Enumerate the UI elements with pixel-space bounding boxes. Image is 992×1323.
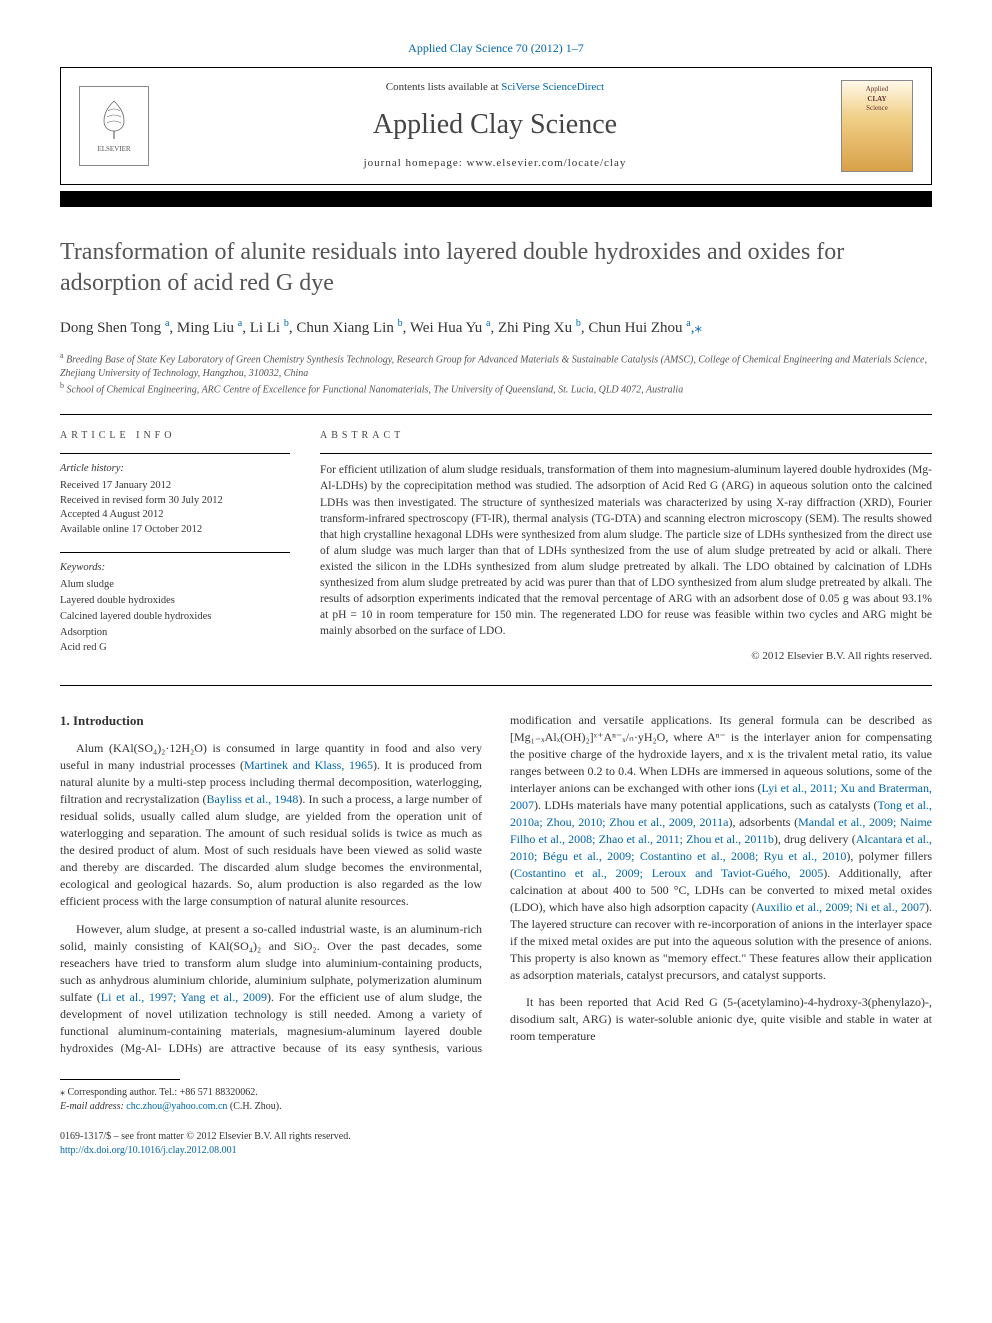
intro-heading: 1. Introduction [60,712,482,730]
keyword: Layered double hydroxides [60,593,290,609]
footer-left: 0169-1317/$ – see front matter © 2012 El… [60,1130,351,1158]
p2-text-d: ), adsorbents ( [728,815,798,829]
contents-prefix: Contents lists available at [386,81,501,93]
keyword: Adsorption [60,625,290,641]
journal-title: Applied Clay Science [149,105,841,144]
affiliation-a: a Breeding Base of State Key Laboratory … [60,351,932,380]
body-columns: 1. Introduction Alum (KAl(SO₄)₂·12H₂O) i… [60,712,932,1057]
article-history: Article history: Received 17 January 201… [60,462,290,537]
abstract-text: For efficient utilization of alum sludge… [320,462,932,639]
homepage-prefix: journal homepage: [364,157,467,169]
keywords-label: Keywords: [60,561,290,576]
author: Chun Xiang Lin b [296,320,402,336]
author: Li Li b [250,320,289,336]
corr-author-line: ⁎ Corresponding author. Tel.: +86 571 88… [60,1086,932,1100]
abstract-heading: abstract [320,429,932,443]
issn-copyright: 0169-1317/$ – see front matter © 2012 El… [60,1130,351,1144]
corr-label: ⁎ Corresponding author. Tel.: [60,1087,180,1098]
sciencedirect-link[interactable]: SciVerse ScienceDirect [501,81,604,93]
history-online: Available online 17 October 2012 [60,523,290,538]
intro-para-3: It has been reported that Acid Red G (5-… [510,994,932,1045]
homepage-url: www.elsevier.com/locate/clay [467,157,627,169]
article-title: Transformation of alunite residuals into… [60,237,932,299]
p1-text-c: ). In such a process, a large number of … [60,792,482,908]
author: Wei Hua Yu a [410,320,491,336]
doi-link[interactable]: http://dx.doi.org/10.1016/j.clay.2012.08… [60,1144,351,1158]
header-divider-bar [60,191,932,207]
publisher-label: ELSEVIER [97,145,130,155]
header-center: Contents lists available at SciVerse Sci… [149,80,841,172]
affiliation-b: b School of Chemical Engineering, ARC Ce… [60,381,932,397]
contents-line: Contents lists available at SciVerse Sci… [149,80,841,95]
cover-text-1: Applied [866,85,889,95]
cover-text-2: CLAY [867,95,886,105]
citation-link[interactable]: Auxilio et al., 2009; Ni et al., 2007 [756,900,925,914]
keyword: Calcined layered double hydroxides [60,609,290,625]
affiliations: a Breeding Base of State Key Laboratory … [60,351,932,396]
keywords-block: Keywords: Alum sludgeLayered double hydr… [60,561,290,656]
p2-text-e: ), drug delivery ( [774,832,856,846]
abstract-copyright: © 2012 Elsevier B.V. All rights reserved… [320,649,932,664]
article-info-block: article info Article history: Received 1… [60,429,290,664]
elsevier-tree-icon [94,97,134,143]
elsevier-logo: ELSEVIER [79,86,149,166]
footer-separator [60,1079,180,1080]
email-line: E-mail address: chc.zhou@yahoo.com.cn (C… [60,1100,932,1114]
author: Zhi Ping Xu b [498,320,581,336]
history-revised: Received in revised form 30 July 2012 [60,494,290,509]
affiliation-b-text: School of Chemical Engineering, ARC Cent… [67,384,684,395]
journal-reference: Applied Clay Science 70 (2012) 1–7 [60,40,932,57]
homepage-line: journal homepage: www.elsevier.com/locat… [149,156,841,171]
author: Ming Liu a [177,320,242,336]
abstract-rule [320,453,932,454]
citation-link[interactable]: Costantino et al., 2009; Leroux and Tavi… [514,866,823,880]
meta-bottom-rule [60,685,932,686]
kw-rule [60,552,290,553]
p2-text-c: ). LDHs materials have many potential ap… [534,798,877,812]
meta-row: article info Article history: Received 1… [60,415,932,684]
abstract-block: abstract For efficient utilization of al… [320,429,932,664]
author: Dong Shen Tong a [60,320,169,336]
page-footer: 0169-1317/$ – see front matter © 2012 El… [60,1130,932,1158]
history-label: Article history: [60,462,290,477]
author-list: Dong Shen Tong a, Ming Liu a, Li Li b, C… [60,317,932,339]
keywords-list: Alum sludgeLayered double hydroxidesCalc… [60,577,290,656]
history-accepted: Accepted 4 August 2012 [60,508,290,523]
cover-text-3: Science [866,104,888,114]
corresponding-author-footer: ⁎ Corresponding author. Tel.: +86 571 88… [60,1079,932,1114]
email-label: E-mail address: [60,1101,126,1112]
email-name: (C.H. Zhou). [227,1101,281,1112]
keyword: Acid red G [60,640,290,656]
affiliation-a-text: Breeding Base of State Key Laboratory of… [60,355,927,380]
info-rule [60,453,290,454]
author: Chun Hui Zhou a,⁎ [588,320,702,336]
journal-header: ELSEVIER Contents lists available at Sci… [60,67,932,185]
citation-link[interactable]: Bayliss et al., 1948 [207,792,299,806]
history-received: Received 17 January 2012 [60,479,290,494]
corr-phone: +86 571 88320062. [180,1087,258,1098]
intro-para-1: Alum (KAl(SO₄)₂·12H₂O) is consumed in la… [60,740,482,910]
email-link[interactable]: chc.zhou@yahoo.com.cn [126,1101,227,1112]
keyword: Alum sludge [60,577,290,593]
citation-link[interactable]: Li et al., 1997; Yang et al., 2009 [101,990,267,1004]
citation-link[interactable]: Martinek and Klass, 1965 [244,758,373,772]
article-info-heading: article info [60,429,290,443]
journal-cover-thumbnail: Applied CLAY Science [841,80,913,172]
